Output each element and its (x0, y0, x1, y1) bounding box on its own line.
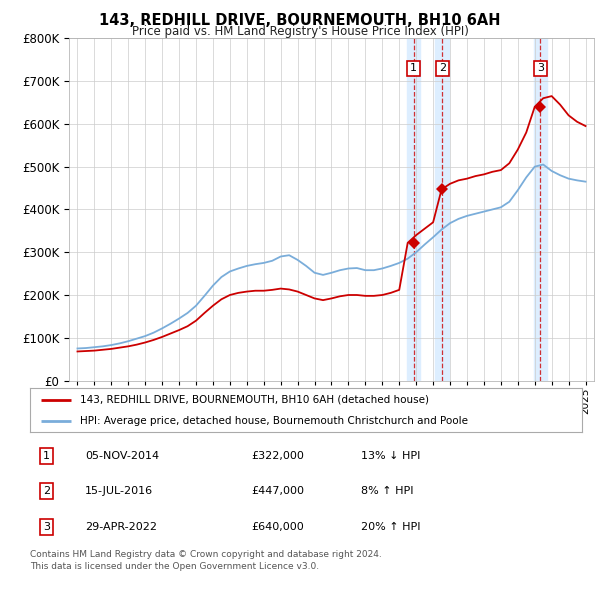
Text: Contains HM Land Registry data © Crown copyright and database right 2024.: Contains HM Land Registry data © Crown c… (30, 550, 382, 559)
Text: £640,000: £640,000 (251, 522, 304, 532)
Text: 1: 1 (410, 63, 417, 73)
Text: 3: 3 (43, 522, 50, 532)
Text: 13% ↓ HPI: 13% ↓ HPI (361, 451, 421, 461)
Text: 05-NOV-2014: 05-NOV-2014 (85, 451, 160, 461)
Text: 15-JUL-2016: 15-JUL-2016 (85, 486, 154, 496)
Text: £447,000: £447,000 (251, 486, 304, 496)
Bar (533, 38, 547, 381)
Text: Price paid vs. HM Land Registry's House Price Index (HPI): Price paid vs. HM Land Registry's House … (131, 25, 469, 38)
Text: 143, REDHILL DRIVE, BOURNEMOUTH, BH10 6AH: 143, REDHILL DRIVE, BOURNEMOUTH, BH10 6A… (99, 13, 501, 28)
Text: 20% ↑ HPI: 20% ↑ HPI (361, 522, 421, 532)
Text: This data is licensed under the Open Government Licence v3.0.: This data is licensed under the Open Gov… (30, 562, 319, 571)
Text: HPI: Average price, detached house, Bournemouth Christchurch and Poole: HPI: Average price, detached house, Bour… (80, 416, 467, 426)
Text: 143, REDHILL DRIVE, BOURNEMOUTH, BH10 6AH (detached house): 143, REDHILL DRIVE, BOURNEMOUTH, BH10 6A… (80, 395, 428, 405)
Bar (407, 38, 421, 381)
Text: 2: 2 (43, 486, 50, 496)
Text: 2: 2 (439, 63, 446, 73)
Text: 8% ↑ HPI: 8% ↑ HPI (361, 486, 414, 496)
Text: 3: 3 (537, 63, 544, 73)
Bar (436, 38, 449, 381)
Text: 1: 1 (43, 451, 50, 461)
Text: 29-APR-2022: 29-APR-2022 (85, 522, 157, 532)
Text: £322,000: £322,000 (251, 451, 304, 461)
